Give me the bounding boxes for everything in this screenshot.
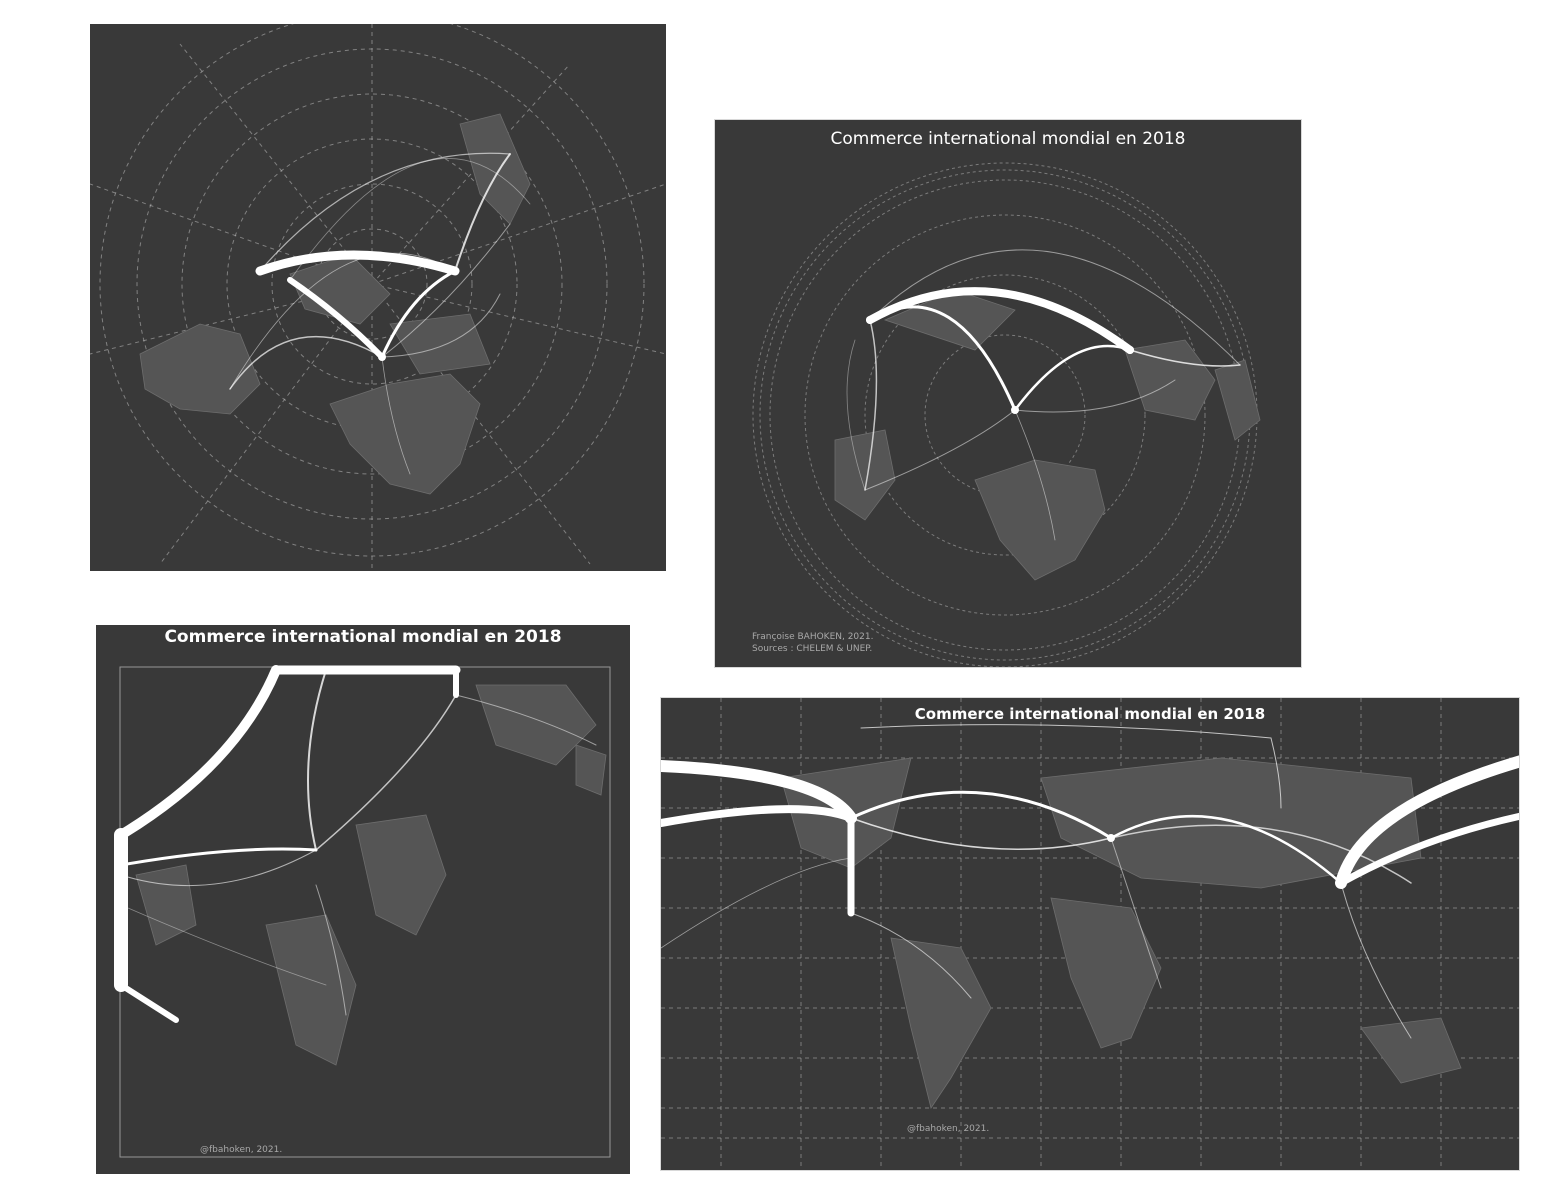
trade-flows [661,724,1519,1039]
map-panel-square-projection: Commerce international mondial en 2018 @… [96,625,630,1174]
credit-line-author: Françoise BAHOKEN, 2021. [752,632,874,642]
map-title: Commerce international mondial en 2018 [914,705,1266,723]
graticule-grid [661,698,1519,1170]
flow-hubs [256,267,459,361]
land-masses [780,757,1462,1109]
land-masses [139,113,531,495]
land-masses [135,684,607,1066]
flow-hubs [866,316,1134,414]
map-canvas [752,162,1261,667]
map-title: Commerce international mondial en 2018 [164,627,562,647]
trade-flows [229,152,531,475]
credit-line-author: @fbahoken, 2021. [200,1145,283,1155]
map-panel-world-rectangular: Commerce international mondial en 2018 @… [660,697,1520,1171]
land-masses [834,289,1261,581]
map-title: Commerce international mondial en 2018 [830,129,1186,149]
flow-hubs [847,814,1345,887]
map-canvas [114,665,611,1158]
credit-line-sources: Sources : CHELEM & UNEP. [752,644,873,654]
trade-flows [114,665,597,1023]
map-canvas [661,698,1519,1170]
trade-flows [846,249,1241,541]
map-panel-azimuthal-titled: Commerce international mondial en 2018 F… [714,119,1302,668]
map-panel-azimuthal-untitled [90,24,666,571]
credit-line-author: @fbahoken, 2021. [907,1124,990,1134]
map-canvas [90,24,666,571]
